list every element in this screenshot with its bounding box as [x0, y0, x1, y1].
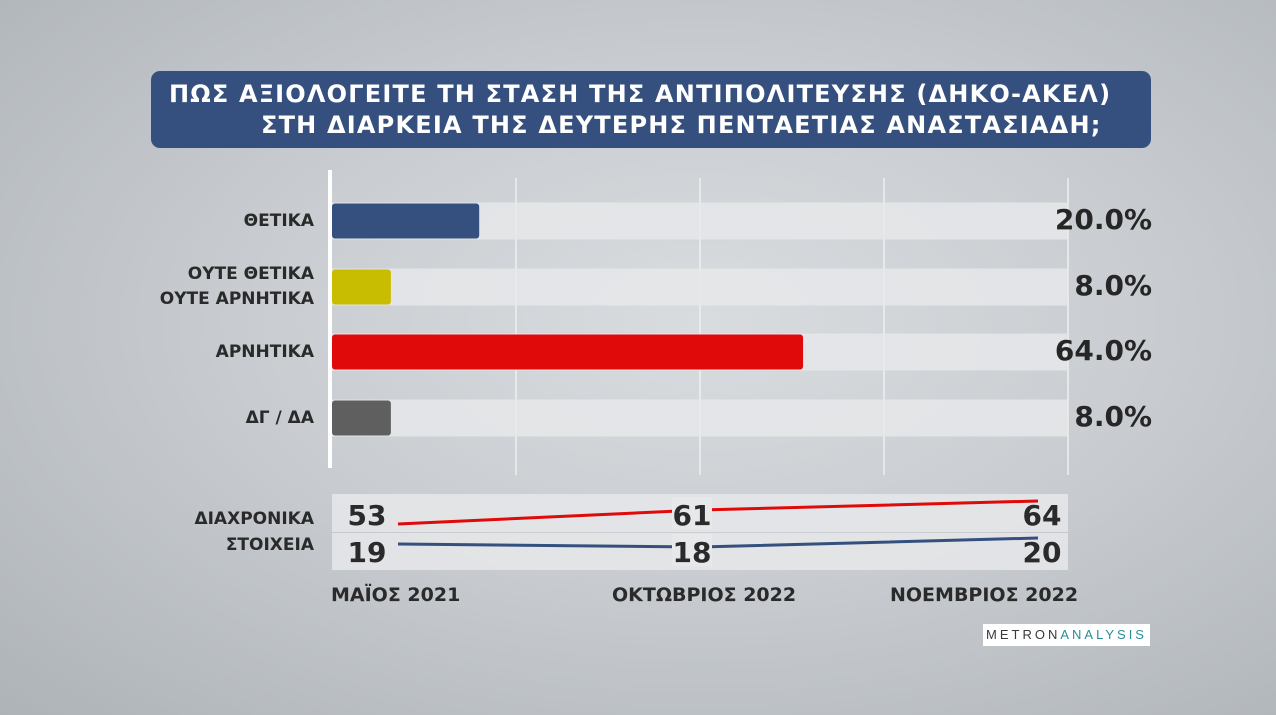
chart-title-line-2: ΣΤΗ ΔΙΑΡΚΕΙΑ ΤΗΣ ΔΕΥΤΕΡΗΣ ΠΕΝΤΑΕΤΙΑΣ ΑΝΑ…	[261, 111, 1102, 139]
trend-caption: ΔΙΑΧΡΟΝΙΚΑ ΣΤΟΙΧΕΙΑ	[194, 506, 314, 558]
category-label-0: ΘΕΤΙΚΑ	[244, 209, 314, 234]
category-label-0-line-0: ΘΕΤΙΚΑ	[243, 210, 314, 231]
category-label-3-line-0: ΔΓ / ΔΑ	[245, 407, 314, 428]
trend-value-1-0: 19	[348, 536, 387, 569]
trend-value-1-2: 20	[1023, 536, 1062, 569]
category-label-2: ΑΡΝΗΤΙΚΑ	[216, 340, 314, 365]
value-label-2: 64.0%	[1054, 334, 1152, 367]
trend-date-1: ΟΚΤΩΒΡΙΟΣ 2022	[612, 584, 797, 606]
trend-date-2: ΝΟΕΜΒΡΙΟΣ 2022	[890, 584, 1079, 606]
logo-analysis: ANALYSIS	[1060, 627, 1147, 642]
category-label-1-line-0: ΟΥΤΕ ΘΕΤΙΚΑ	[187, 264, 314, 284]
trend-value-0-0: 53	[348, 499, 387, 532]
category-label-1: ΟΥΤΕ ΘΕΤΙΚΑ ΟΥΤΕ ΑΡΝΗΤΙΚΑ	[160, 262, 314, 312]
bar-track-3	[332, 399, 1068, 437]
logo-metron: METRON	[986, 627, 1061, 642]
trend-date-0: ΜΑΪΟΣ 2021	[331, 584, 461, 606]
bar-0	[332, 203, 480, 239]
trend-caption-line-1: ΣΤΟΙΧΕΙΑ	[225, 535, 314, 555]
bar-1	[332, 269, 391, 305]
category-label-2-line-0: ΑΡΝΗΤΙΚΑ	[215, 341, 314, 362]
category-label-3: ΔΓ / ΔΑ	[246, 406, 314, 431]
value-label-0: 20.0%	[1054, 203, 1152, 236]
bar-track-1	[332, 268, 1068, 306]
trend-value-bg-0-1	[672, 497, 712, 529]
trend-caption-line-0: ΔΙΑΧΡΟΝΙΚΑ	[194, 509, 314, 529]
bar-3	[332, 400, 391, 436]
value-label-3: 8.0%	[1074, 400, 1152, 433]
trend-value-1-1: 18	[673, 536, 712, 569]
chart-title-line-1: ΠΩΣ ΑΞΙΟΛΟΓΕΙΤΕ ΤΗ ΣΤΑΣΗ ΤΗΣ ΑΝΤΙΠΟΛΙΤΕΥ…	[169, 80, 1112, 108]
category-label-1-line-1: ΟΥΤΕ ΑΡΝΗΤΙΚΑ	[159, 289, 314, 309]
trend-value-bg-1-1	[672, 534, 712, 566]
value-label-1: 8.0%	[1074, 269, 1152, 302]
trend-value-0-1: 61	[673, 499, 712, 532]
trend-value-0-2: 64	[1023, 499, 1062, 532]
chart-title-banner: ΠΩΣ ΑΞΙΟΛΟΓΕΙΤΕ ΤΗ ΣΤΑΣΗ ΤΗΣ ΑΝΤΙΠΟΛΙΤΕΥ…	[151, 71, 1151, 148]
bar-2	[332, 334, 804, 370]
metron-analysis-logo: METRONANALYSIS	[983, 624, 1150, 646]
